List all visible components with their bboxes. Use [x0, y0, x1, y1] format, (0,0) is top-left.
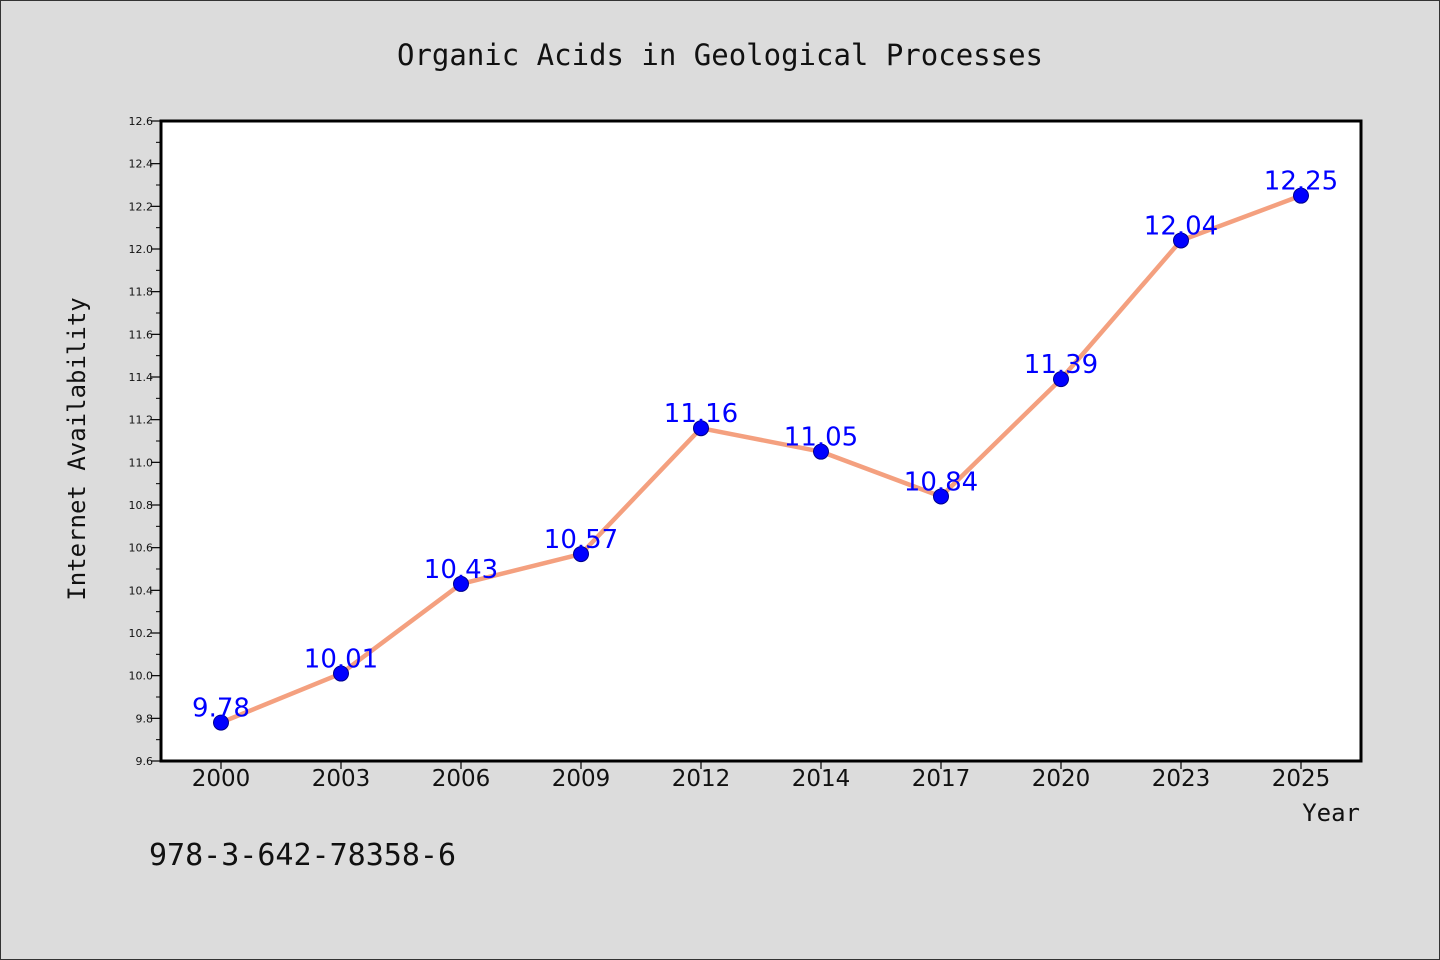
data-label: 9.78: [192, 694, 250, 724]
axis-ticks: 9.6 9.8 10.0 10.2 10.4 10.6 10.8 11.0 11.2 11.4 11…: [129, 115, 1331, 792]
data-point-marker: [213, 714, 229, 731]
y-tick-label: 10.8: [129, 499, 154, 512]
y-tick-label: 11.2: [129, 414, 154, 427]
plot-frame: [159, 119, 1363, 763]
y-tick-label: 9.8: [136, 712, 154, 725]
y-tick-label: 12.2: [129, 200, 154, 213]
data-label: 10.57: [544, 525, 618, 555]
y-tick-label: 11.0: [129, 456, 154, 469]
y-axis-label: Internet Availability: [63, 297, 91, 600]
x-tick-label: 2006: [432, 766, 491, 792]
y-tick-label: 12.4: [129, 158, 154, 171]
data-point-marker: [1053, 371, 1069, 388]
x-tick-label: 2000: [192, 766, 251, 792]
data-label: 10.01: [304, 645, 378, 675]
series-line: [220, 193, 1302, 725]
y-tick-label: 10.4: [129, 584, 154, 597]
data-point-marker: [933, 488, 949, 505]
data-label: 12.04: [1144, 211, 1218, 241]
x-tick-label: 2017: [912, 766, 971, 792]
data-point-marker: [453, 575, 469, 592]
x-axis-label: Year: [1302, 799, 1360, 827]
data-label: 10.84: [904, 467, 978, 497]
y-tick-label: 10.2: [129, 627, 154, 640]
data-label: 11.16: [664, 399, 738, 429]
x-tick-label: 2020: [1032, 766, 1091, 792]
x-tick-label: 2009: [552, 766, 611, 792]
y-tick-label: 12.6: [129, 115, 154, 128]
series-layer: 9.78 10.01 10.43 10.57 11.16 11.05 10.84 11.39 1…: [192, 167, 1338, 731]
y-tick-label: 11.4: [129, 371, 154, 384]
data-point-marker: [1293, 187, 1309, 204]
y-tick-label: 12.0: [129, 243, 154, 256]
data-label: 11.39: [1024, 350, 1098, 380]
x-tick-label: 2025: [1272, 766, 1331, 792]
y-tick-label: 11.6: [129, 328, 154, 341]
y-tick-label: 9.6: [136, 755, 154, 768]
data-point-marker: [1173, 232, 1189, 249]
y-tick-label: 11.8: [129, 286, 154, 299]
chart-title: Organic Acids in Geological Processes: [397, 38, 1043, 72]
x-tick-label: 2003: [312, 766, 371, 792]
x-tick-label: 2014: [792, 766, 851, 792]
data-point-marker: [333, 665, 349, 682]
footer-isbn: 978-3-642-78358-6: [149, 838, 456, 873]
y-tick-label: 10.0: [129, 670, 154, 683]
data-point-marker: [573, 546, 589, 563]
data-point-marker: [813, 443, 829, 460]
data-label: 12.25: [1264, 167, 1338, 197]
data-point-marker: [693, 420, 709, 437]
x-tick-label: 2023: [1152, 766, 1211, 792]
x-tick-label: 2012: [672, 766, 731, 792]
data-label: 11.05: [784, 423, 858, 453]
y-tick-label: 10.6: [129, 542, 154, 555]
data-label: 10.43: [424, 555, 498, 585]
